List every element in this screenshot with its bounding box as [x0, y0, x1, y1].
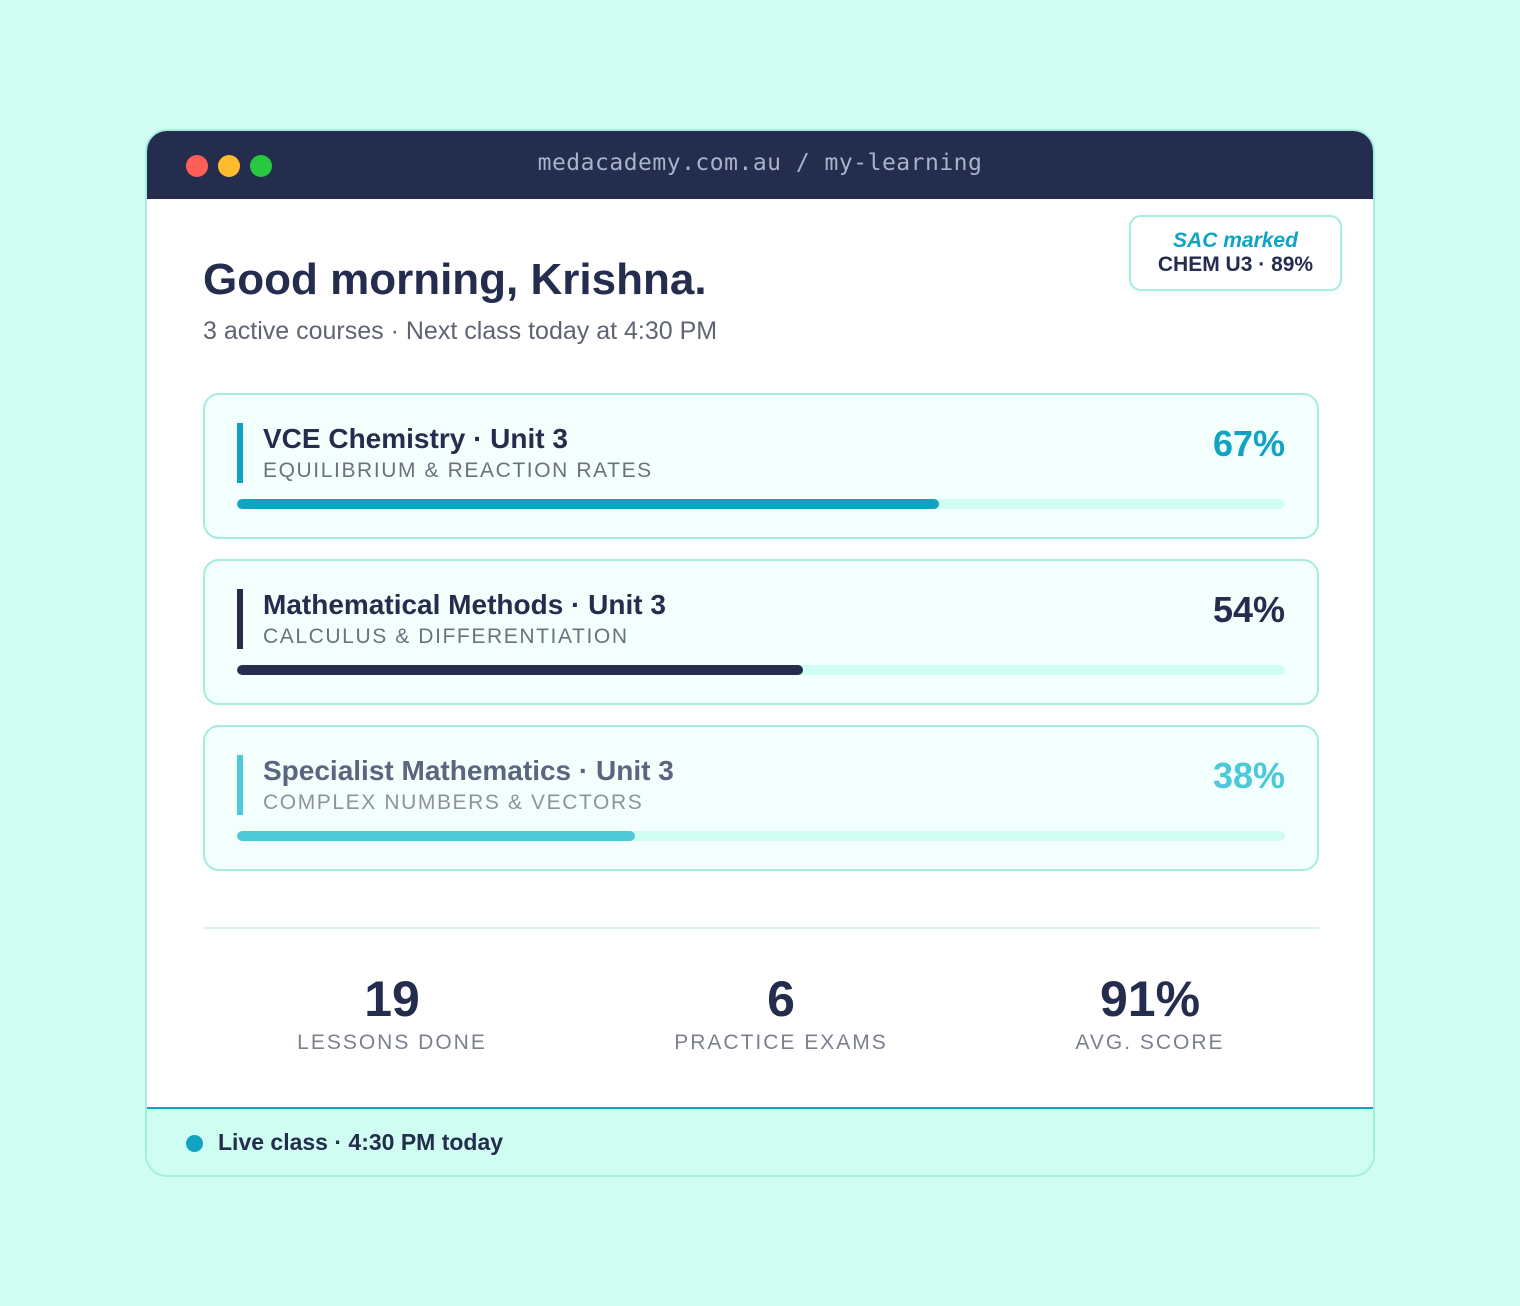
course-progress-fill — [237, 831, 636, 841]
stat-value: 19 — [364, 971, 420, 1027]
browser-window: medacademy.com.au / my-learning SAC mark… — [145, 129, 1375, 1177]
course-accent-bar — [237, 423, 243, 483]
stat-value: 91% — [1099, 971, 1201, 1027]
live-indicator-icon — [186, 1135, 203, 1152]
course-progress-track — [237, 499, 1285, 509]
course-accent-bar — [237, 755, 243, 815]
course-progress-percent: 38% — [1212, 755, 1285, 796]
stat-avg-score: 91% AVG. SCORE — [985, 969, 1315, 1055]
stat-label: LESSONS DONE — [297, 1031, 487, 1054]
course-progress-fill — [237, 499, 940, 509]
course-topic: EQUILIBRIUM & REACTION RATES — [263, 459, 653, 482]
course-card[interactable]: Specialist Mathematics · Unit 3 COMPLEX … — [203, 725, 1319, 871]
stat-practice-exams: 6 PRACTICE EXAMS — [616, 969, 946, 1055]
live-class-text: Live class · 4:30 PM today — [218, 1129, 504, 1155]
course-progress-percent: 54% — [1212, 589, 1285, 630]
course-name: Specialist Mathematics · Unit 3 — [263, 755, 674, 786]
close-window-button[interactable] — [186, 155, 208, 177]
course-topic: CALCULUS & DIFFERENTIATION — [263, 625, 629, 648]
course-name: Mathematical Methods · Unit 3 — [263, 589, 666, 620]
maximize-window-button[interactable] — [250, 155, 272, 177]
browser-titlebar: medacademy.com.au / my-learning — [147, 131, 1373, 199]
address-bar[interactable]: medacademy.com.au / my-learning — [537, 150, 983, 176]
page-title: Good morning, Krishna. — [203, 255, 707, 304]
course-topic: COMPLEX NUMBERS & VECTORS — [263, 791, 644, 814]
course-card[interactable]: Mathematical Methods · Unit 3 CALCULUS &… — [203, 559, 1319, 705]
course-card[interactable]: VCE Chemistry · Unit 3 EQUILIBRIUM & REA… — [203, 393, 1319, 539]
course-accent-bar — [237, 589, 243, 649]
notification-title: SAC marked — [1173, 229, 1298, 252]
section-divider — [203, 927, 1319, 929]
live-class-banner[interactable]: Live class · 4:30 PM today — [147, 1107, 1373, 1175]
page-subtitle: 3 active courses · Next class today at 4… — [203, 317, 718, 345]
sac-marked-notification[interactable]: SAC marked CHEM U3 · 89% — [1129, 215, 1342, 291]
stat-lessons-done: 19 LESSONS DONE — [227, 969, 557, 1055]
notification-value: CHEM U3 · 89% — [1157, 253, 1314, 276]
stat-value: 6 — [767, 971, 795, 1027]
stat-label: AVG. SCORE — [1075, 1031, 1225, 1054]
stat-label: PRACTICE EXAMS — [674, 1031, 888, 1054]
minimize-window-button[interactable] — [218, 155, 240, 177]
course-progress-fill — [237, 665, 803, 675]
course-progress-track — [237, 665, 1285, 675]
course-progress-percent: 67% — [1212, 423, 1285, 464]
course-progress-track — [237, 831, 1285, 841]
course-name: VCE Chemistry · Unit 3 — [263, 423, 568, 454]
